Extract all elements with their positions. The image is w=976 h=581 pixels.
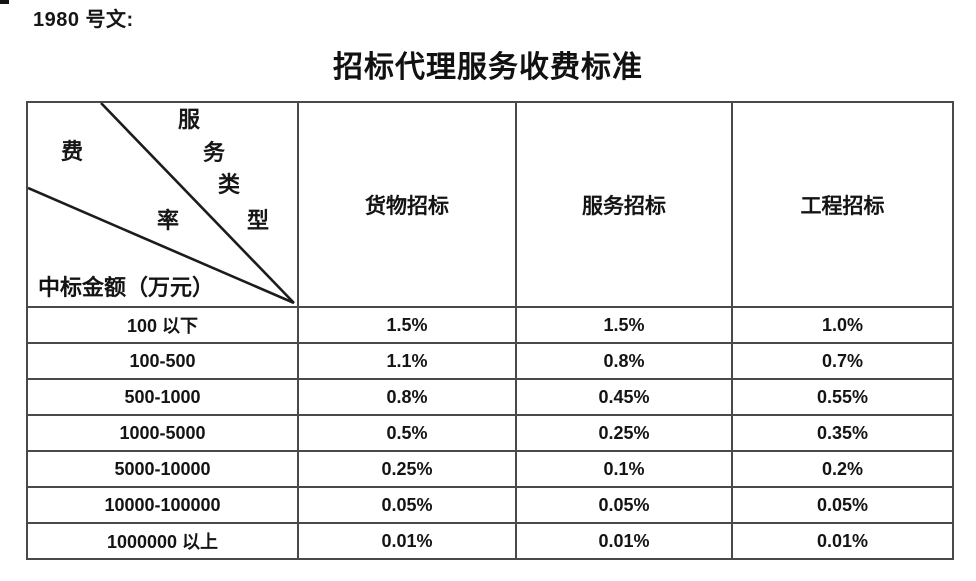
page-title: 招标代理服务收费标准 — [333, 51, 643, 84]
bid-amount-range: 5000-10000 — [26, 450, 299, 488]
fee-rate-value: 1.5% — [297, 306, 517, 344]
table-row: 10000-100000 0.05% 0.05% 0.05% — [26, 486, 954, 524]
corner-label-fee-rate-char: 费 — [61, 139, 84, 164]
column-header-service-bidding: 服务招标 — [515, 101, 733, 308]
fee-rate-value: 0.2% — [731, 450, 954, 488]
fee-rate-value: 0.55% — [731, 378, 954, 416]
fee-rate-value: 0.35% — [731, 414, 954, 452]
bid-amount-range: 10000-100000 — [26, 486, 299, 524]
fee-rate-value: 0.25% — [515, 414, 733, 452]
document-reference: 1980 号文: — [33, 9, 134, 31]
table-row: 1000-5000 0.5% 0.25% 0.35% — [26, 414, 954, 452]
diagonal-lines — [28, 103, 295, 304]
corner-label-service-type-char: 务 — [203, 140, 226, 165]
fee-rate-value: 0.8% — [297, 378, 517, 416]
table-row: 1000000 以上 0.01% 0.01% 0.01% — [26, 522, 954, 560]
diagonal-corner-content: 服 务 类 型 费 率 中标金额（万元） — [28, 103, 297, 306]
bid-amount-range: 1000000 以上 — [26, 522, 299, 560]
corner-label-service-type-char: 服 — [178, 107, 201, 132]
diagonal-corner-cell: 服 务 类 型 费 率 中标金额（万元） — [26, 101, 299, 308]
column-header-engineering-bidding: 工程招标 — [731, 101, 954, 308]
bid-amount-range: 100-500 — [26, 342, 299, 380]
table-row: 100-500 1.1% 0.8% 0.7% — [26, 342, 954, 380]
corner-label-bid-amount: 中标金额（万元） — [38, 275, 215, 300]
fee-rate-value: 0.01% — [515, 522, 733, 560]
fee-rate-value: 1.1% — [297, 342, 517, 380]
fee-rate-value: 1.0% — [731, 306, 954, 344]
fee-rate-value: 0.05% — [297, 486, 517, 524]
fee-rate-value: 0.1% — [515, 450, 733, 488]
fee-rate-value: 0.01% — [297, 522, 517, 560]
table-row: 5000-10000 0.25% 0.1% 0.2% — [26, 450, 954, 488]
corner-label-service-type-char: 型 — [247, 208, 270, 233]
fee-rate-value: 0.45% — [515, 378, 733, 416]
table-header-row: 服 务 类 型 费 率 中标金额（万元） 货物招标 服务招标 工程招标 — [26, 101, 954, 308]
scan-artifact-mark — [0, 0, 9, 4]
corner-label-fee-rate-char: 率 — [157, 208, 180, 233]
fee-rate-value: 0.25% — [297, 450, 517, 488]
table-row: 100 以下 1.5% 1.5% 1.0% — [26, 306, 954, 344]
fee-rate-value: 0.05% — [731, 486, 954, 524]
corner-label-service-type-char: 类 — [218, 172, 241, 197]
bid-amount-range: 1000-5000 — [26, 414, 299, 452]
fee-standard-table: 服 务 类 型 费 率 中标金额（万元） 货物招标 服务招标 工程招标 100 … — [26, 101, 954, 560]
fee-rate-value: 0.7% — [731, 342, 954, 380]
fee-rate-value: 0.5% — [297, 414, 517, 452]
bid-amount-range: 500-1000 — [26, 378, 299, 416]
fee-rate-value: 0.8% — [515, 342, 733, 380]
fee-rate-value: 0.01% — [731, 522, 954, 560]
fee-rate-value: 0.05% — [515, 486, 733, 524]
table-row: 500-1000 0.8% 0.45% 0.55% — [26, 378, 954, 416]
fee-rate-value: 1.5% — [515, 306, 733, 344]
column-header-goods-bidding: 货物招标 — [297, 101, 517, 308]
bid-amount-range: 100 以下 — [26, 306, 299, 344]
